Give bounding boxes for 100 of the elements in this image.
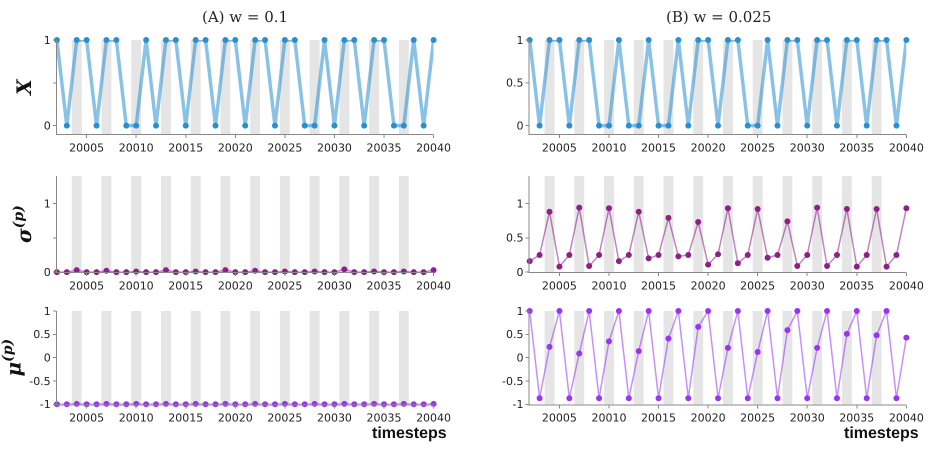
x-tick-label: 20025 [740,411,776,424]
x-tick-label: 20030 [790,411,825,424]
point [576,350,582,356]
x-tick-label: 20035 [839,141,874,154]
y-tick-label: 0 [516,352,524,365]
x-tick-label: 20015 [168,279,204,292]
point [715,395,722,402]
point [556,308,562,314]
y-tick-label: 1 [44,34,51,47]
x-tick-label: 20020 [218,279,253,292]
x-tick-label: 20005 [542,279,577,292]
x-tick-label: 20010 [118,141,154,154]
point [724,205,731,212]
point [893,252,900,258]
point [774,252,780,258]
point [903,205,910,212]
y-tick-label: 1 [44,304,51,318]
point [626,252,632,258]
x-tick-label: 20035 [366,411,402,424]
x-tick-label: 20040 [888,411,924,424]
point [546,344,553,350]
chart-title: (A) w = 0.1 [202,8,288,26]
point [884,308,890,314]
point [576,204,582,211]
point [854,264,860,270]
point [685,395,692,402]
y-tick-label: 0 [516,120,524,133]
x-tick-label: 20030 [316,411,352,424]
x-tick-label: 20035 [839,411,874,424]
x-tick-label: 20015 [168,141,204,154]
point [705,262,712,268]
y-tick-label: -0.5 [502,374,524,388]
x-tick-label: 20010 [591,279,626,292]
point [764,254,771,261]
x-axis-title: timesteps [844,425,919,442]
chart-title: (B) w = 0.025 [666,8,772,26]
point [636,348,642,354]
x-tick-label: 20005 [542,411,577,424]
point [844,206,850,212]
x-tick-label: 20030 [790,279,825,292]
x-tick-label: 20005 [542,141,577,154]
point [774,395,780,402]
point [685,252,692,258]
x-tick-label: 20015 [168,411,204,424]
point [854,308,860,314]
point [616,308,622,314]
x-tick-label: 20005 [69,279,104,292]
point [834,252,840,258]
point [804,395,810,402]
x-tick-label: 20040 [888,279,924,292]
point [754,349,761,356]
point [596,252,602,258]
point [754,206,761,212]
point [695,219,702,226]
point [734,260,741,266]
point [656,252,662,258]
point [724,344,731,351]
x-tick-label: 20025 [267,141,302,154]
x-tick-label: 20020 [690,411,726,424]
point [824,308,830,314]
point [586,308,592,314]
y-tick-label: 1 [516,34,524,47]
x-axis-title: timesteps [372,425,447,442]
point [695,324,702,330]
y-tick-label: 0.5 [33,328,51,342]
x-tick-label: 20020 [690,141,726,154]
point [636,208,642,215]
x-tick-label: 20025 [740,141,776,154]
point [596,395,602,402]
x-tick-label: 20030 [316,141,352,154]
point [844,330,850,337]
y-tick-label: 1 [516,197,524,210]
x-tick-label: 20025 [267,411,302,424]
x-tick-label: 20015 [641,141,676,154]
x-tick-label: 20040 [416,411,452,424]
point [536,252,543,258]
y-tick-label: 0 [516,266,524,280]
y-tick-label: 1 [516,304,524,318]
point [814,344,820,351]
point [665,214,672,221]
x-tick-label: 20035 [839,279,874,292]
point [586,262,592,269]
x-tick-label: 20005 [69,141,104,154]
x-tick-label: 20010 [591,141,626,154]
point [864,252,870,258]
point [656,395,662,402]
x-tick-label: 20010 [118,279,154,292]
point [665,336,672,342]
y-tick-label: 1 [44,197,51,210]
x-tick-label: 20015 [641,279,676,292]
point [744,395,751,402]
x-tick-label: 20040 [416,141,452,154]
y-axis-title: X [12,78,36,97]
point [794,308,800,314]
point [834,395,840,402]
y-tick-label: -1 [512,398,524,412]
point [864,395,870,402]
x-tick-label: 20025 [267,279,302,292]
point [606,338,612,344]
point [893,395,900,402]
